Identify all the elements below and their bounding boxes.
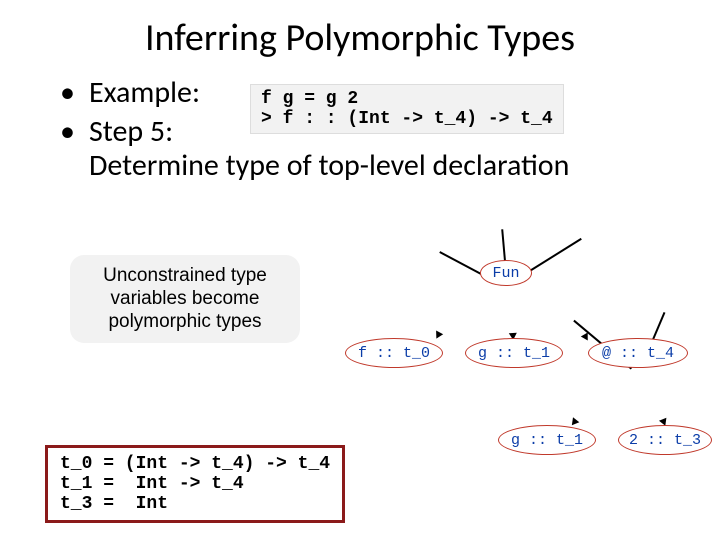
page-title: Inferring Polymorphic Types [40, 15, 680, 61]
bullet-dot-icon: • [60, 76, 75, 109]
node-g-bot: g :: t_1 [498, 425, 596, 455]
bullet-text-example: Example: [89, 76, 200, 111]
bullet-dot-icon: • [60, 115, 75, 148]
code-box-substitutions: t_0 = (Int -> t_4) -> t_4 t_1 = Int -> t… [45, 445, 345, 523]
node-g-top: g :: t_1 [465, 338, 563, 368]
node-two: 2 :: t_3 [618, 425, 712, 455]
slide: Inferring Polymorphic Types • Example: •… [0, 0, 720, 540]
arrowhead-icon [433, 331, 443, 341]
node-f: f :: t_0 [345, 338, 443, 368]
node-app: @ :: t_4 [588, 338, 688, 368]
step5-line2: Determine type of top-level declaration [89, 149, 569, 184]
type-tree-diagram: Fun f :: t_0 g :: t_1 @ :: t_4 g :: t_1 … [330, 260, 690, 480]
note-box: Unconstrained type variables become poly… [70, 255, 300, 343]
node-fun: Fun [480, 260, 532, 286]
code-box-example: f g = g 2 > f : : (Int -> t_4) -> t_4 [250, 84, 564, 134]
